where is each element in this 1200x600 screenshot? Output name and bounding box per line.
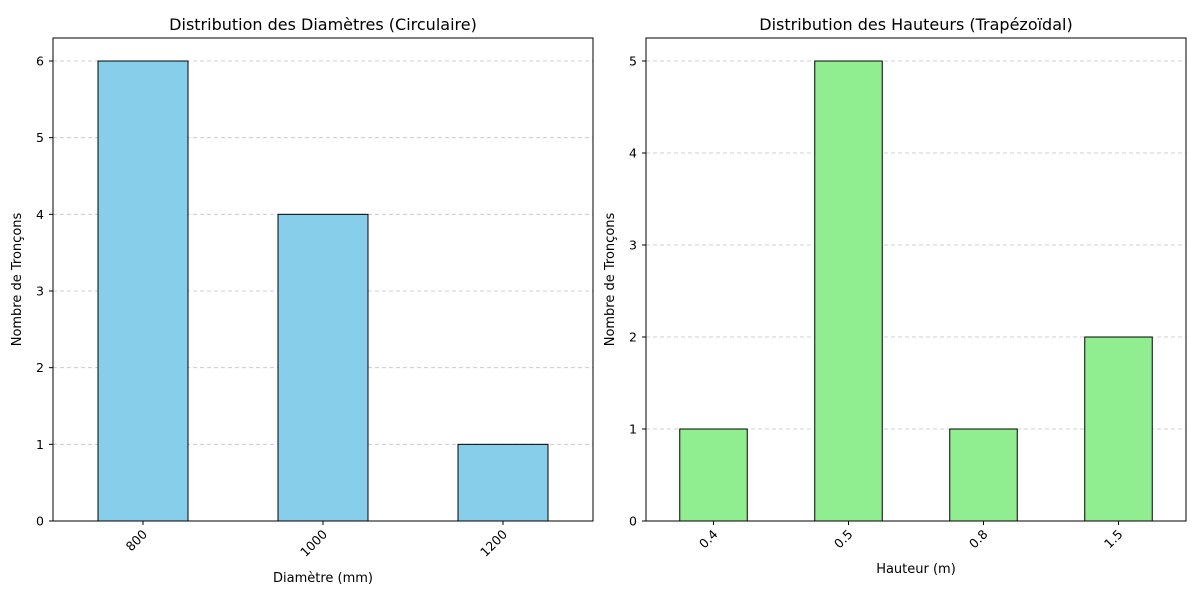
y-tick-label: 4 xyxy=(629,146,637,161)
y-tick-label: 6 xyxy=(36,54,44,69)
x-tick-label: 0.5 xyxy=(831,527,856,552)
y-tick-label: 2 xyxy=(629,330,637,345)
x-tick-label: 800 xyxy=(123,526,151,554)
bar-1000 xyxy=(277,213,369,522)
bar-0.8 xyxy=(949,428,1018,522)
x-axis-label: Hauteur (m) xyxy=(876,562,956,577)
bar-0.5 xyxy=(814,60,883,522)
y-tick-label: 4 xyxy=(36,207,44,222)
y-tick-label: 5 xyxy=(629,54,637,69)
y-tick-label: 1 xyxy=(629,422,637,437)
x-axis-label: Diamètre (mm) xyxy=(273,571,373,586)
y-tick-label: 2 xyxy=(36,360,44,375)
bar-0.4 xyxy=(679,428,748,522)
y-tick-label: 3 xyxy=(629,238,637,253)
y-axis-label: Nombre de Tronçons xyxy=(10,212,25,346)
chart-title: Distribution des Hauteurs (Trapézoïdal) xyxy=(759,15,1072,34)
chart-diameters: Distribution des Diamètres (Circulaire) … xyxy=(10,15,594,586)
chart-title: Distribution des Diamètres (Circulaire) xyxy=(169,15,477,34)
y-tick-label: 0 xyxy=(36,514,44,529)
x-tick-label: 0.4 xyxy=(696,526,721,551)
x-tick-label: 1000 xyxy=(297,526,330,559)
bar-800 xyxy=(97,60,189,522)
y-tick-label: 0 xyxy=(629,514,637,529)
x-tick-label: 0.8 xyxy=(966,526,991,551)
bar-1200 xyxy=(457,443,549,522)
y-tick-label: 5 xyxy=(36,130,44,145)
y-tick-label: 3 xyxy=(36,284,44,299)
y-axis-label: Nombre de Tronçons xyxy=(603,212,618,346)
bar-1.5 xyxy=(1084,336,1153,522)
x-tick-label: 1200 xyxy=(477,526,510,559)
y-tick-label: 1 xyxy=(36,437,44,452)
x-tick-label: 1.5 xyxy=(1101,527,1126,552)
chart-heights: Distribution des Hauteurs (Trapézoïdal) … xyxy=(603,15,1187,577)
plot-frame xyxy=(645,37,1187,522)
